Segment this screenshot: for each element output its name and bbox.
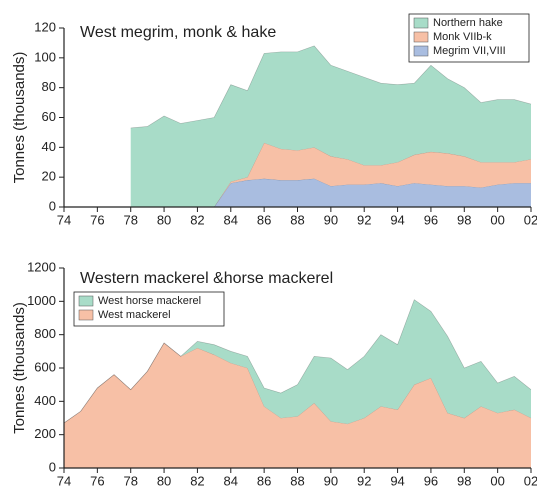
legend-box [73,291,225,327]
legend-swatch [413,45,429,57]
x-tick-label: 96 [424,212,438,227]
legend: Northern hake Monk VIIb-k Megrim VII,VIII [408,13,530,63]
y-tick-label: 600 [34,359,56,374]
legend-box [408,13,530,63]
x-tick-label: 02 [524,473,537,488]
y-tick-label: 40 [42,139,56,154]
y-tick-label: 0 [49,459,56,474]
y-tick-label: 800 [34,326,56,341]
area-fill [130,178,531,207]
y-tick-label: 80 [42,79,56,94]
area-edge [63,299,532,424]
x-tick-label: 92 [357,212,371,227]
y-tick-label: 1000 [27,293,56,308]
x-tick-label: 80 [157,212,171,227]
x-tick-label: 94 [390,212,404,227]
legend-label: Monk VIIb-k [433,31,492,43]
y-tick-label: 0 [49,198,56,213]
x-tick-label: 82 [190,212,204,227]
y-tick-label: 60 [42,109,56,124]
x-tick-label: 74 [57,473,71,488]
legend-swatch [78,309,94,321]
legend-label: Megrim VII,VIII [433,45,506,57]
chart-title: West megrim, monk & hake [80,24,276,41]
y-axis-label: Tonnes (thousands) [11,302,28,434]
x-tick-label: 90 [324,212,338,227]
x-tick-label: 82 [190,473,204,488]
x-tick-label: 76 [90,473,104,488]
x-tick-label: 02 [524,212,537,227]
chart-title: Western mackerel &horse mackerel [80,270,333,287]
x-tick-label: 80 [157,473,171,488]
x-tick-label: 92 [357,473,371,488]
legend-label: West mackerel [98,309,171,321]
legend-swatch [413,17,429,29]
x-tick-label: 74 [57,212,71,227]
y-tick-label: 1200 [27,259,56,274]
x-tick-label: 84 [224,212,238,227]
legend-swatch [78,295,94,307]
x-tick-label: 88 [290,473,304,488]
area-fill [64,343,531,468]
x-tick-label: 90 [324,473,338,488]
y-tick-label: 20 [42,169,56,184]
x-tick-label: 78 [123,212,137,227]
legend-swatch [413,31,429,43]
x-tick-label: 86 [257,212,271,227]
x-tick-label: 00 [490,473,504,488]
x-tick-label: 94 [390,473,404,488]
y-tick-label: 100 [34,49,56,64]
x-tick-label: 88 [290,212,304,227]
y-tick-label: 400 [34,393,56,408]
x-tick-label: 00 [490,212,504,227]
area-fill [64,299,531,424]
legend-label: Northern hake [433,17,503,29]
x-tick-label: 96 [424,473,438,488]
legend-label: West horse mackerel [98,295,201,307]
area-fill [130,45,531,208]
legend: West horse mackerel West mackerel [73,291,225,327]
x-tick-label: 84 [224,473,238,488]
y-axis-label: Tonnes (thousands) [11,52,28,184]
x-tick-label: 86 [257,473,271,488]
y-tick-label: 120 [34,19,56,34]
x-tick-label: 98 [457,212,471,227]
y-tick-label: 200 [34,426,56,441]
x-tick-label: 98 [457,473,471,488]
x-tick-label: 78 [123,473,137,488]
area-fill [130,142,531,207]
x-tick-label: 76 [90,212,104,227]
area-edge [130,45,532,129]
